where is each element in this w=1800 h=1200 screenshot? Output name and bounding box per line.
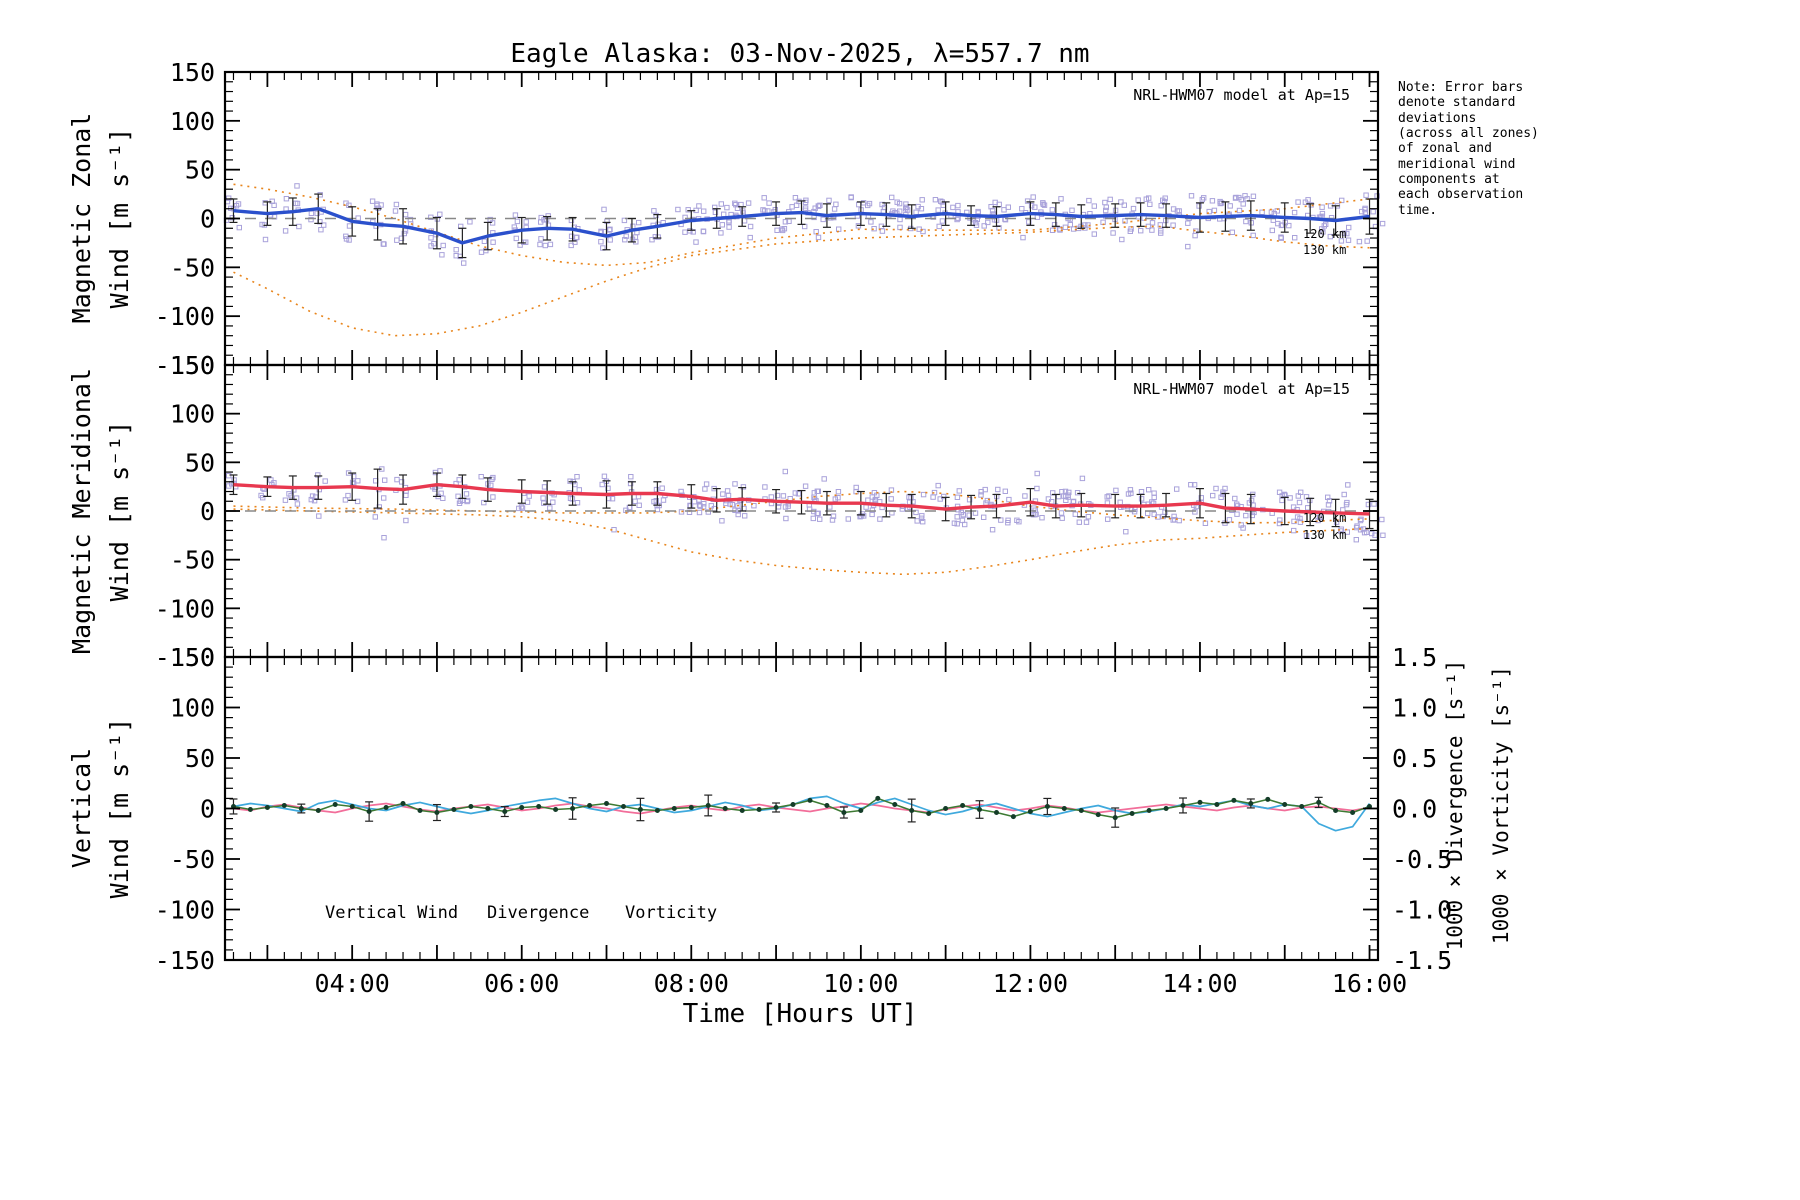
model-label-zonal: NRL-HWM07 model at Ap=15 (1133, 86, 1350, 104)
svg-text:50: 50 (185, 744, 215, 773)
svg-text:150: 150 (170, 58, 215, 87)
svg-text:0: 0 (200, 795, 215, 824)
svg-text:-150: -150 (155, 643, 215, 672)
svg-text:-150: -150 (155, 351, 215, 380)
svg-text:06:00: 06:00 (484, 969, 559, 998)
legend-vertical-wind: Vertical Wind (325, 903, 458, 923)
axes: -150-100-50050100150-150-100-50050100150… (155, 58, 1452, 998)
svg-text:16:00: 16:00 (1332, 969, 1407, 998)
panel3-data (229, 794, 1372, 832)
svg-text:100: 100 (170, 107, 215, 136)
panel1-data (223, 183, 1386, 337)
svg-text:-100: -100 (155, 302, 215, 331)
svg-text:12:00: 12:00 (993, 969, 1068, 998)
meridional-ylabel-line1: Magnetic Meridional (67, 368, 96, 654)
model-label-meridional: NRL-HWM07 model at Ap=15 (1133, 380, 1350, 398)
zonal-ylabel-line2: Wind [m s⁻¹] (105, 128, 134, 309)
svg-text:-0.5: -0.5 (1392, 845, 1452, 874)
note-text: Note: Error bars denote standard deviati… (1398, 80, 1539, 218)
svg-text:150: 150 (170, 643, 215, 672)
svg-text:1.5: 1.5 (1392, 643, 1437, 672)
meridional-ylabel-line2: Wind [m s⁻¹] (105, 421, 134, 602)
svg-text:04:00: 04:00 (315, 969, 390, 998)
altitude-label-meridional-120km: 120 km (1303, 511, 1346, 525)
svg-text:-100: -100 (155, 896, 215, 925)
svg-text:100: 100 (170, 694, 215, 723)
svg-text:-50: -50 (170, 845, 215, 874)
svg-text:0: 0 (200, 205, 215, 234)
divergence-axis-label: 1000 × Divergence [s⁻¹] (1443, 660, 1467, 951)
svg-text:1.0: 1.0 (1392, 694, 1437, 723)
vertical-ylabel-line1: Vertical (67, 748, 96, 868)
chart-title: Eagle Alaska: 03-Nov-2025, λ=557.7 nm (510, 39, 1089, 69)
svg-text:0.5: 0.5 (1392, 744, 1437, 773)
legend-divergence: Divergence (487, 903, 589, 923)
x-axis-label: Time [Hours UT] (683, 999, 918, 1029)
svg-text:50: 50 (185, 448, 215, 477)
svg-text:150: 150 (170, 351, 215, 380)
altitude-label-zonal-120km: 120 km (1303, 227, 1346, 241)
svg-text:14:00: 14:00 (1162, 969, 1237, 998)
altitude-label-meridional-130km: 130 km (1303, 528, 1346, 542)
svg-text:0.0: 0.0 (1392, 795, 1437, 824)
svg-text:-50: -50 (170, 253, 215, 282)
svg-text:08:00: 08:00 (654, 969, 729, 998)
svg-text:0: 0 (200, 497, 215, 526)
svg-text:-1.0: -1.0 (1392, 896, 1452, 925)
panel2-data (225, 466, 1386, 576)
svg-text:-100: -100 (155, 594, 215, 623)
svg-text:-150: -150 (155, 946, 215, 975)
legend-vorticity: Vorticity (625, 903, 717, 923)
svg-text:50: 50 (185, 156, 215, 185)
zonal-ylabel-line1: Magnetic Zonal (67, 113, 96, 324)
vorticity-axis-label: 1000 × Vorticity [s⁻¹] (1489, 666, 1513, 944)
chart-layers: -150-100-50050100150-150-100-50050100150… (155, 58, 1452, 998)
svg-text:-1.5: -1.5 (1392, 946, 1452, 975)
svg-text:-50: -50 (170, 546, 215, 575)
svg-text:100: 100 (170, 400, 215, 429)
altitude-label-zonal-130km: 130 km (1303, 243, 1346, 257)
vertical-ylabel-line2: Wind [m s⁻¹] (105, 718, 134, 899)
svg-text:10:00: 10:00 (823, 969, 898, 998)
